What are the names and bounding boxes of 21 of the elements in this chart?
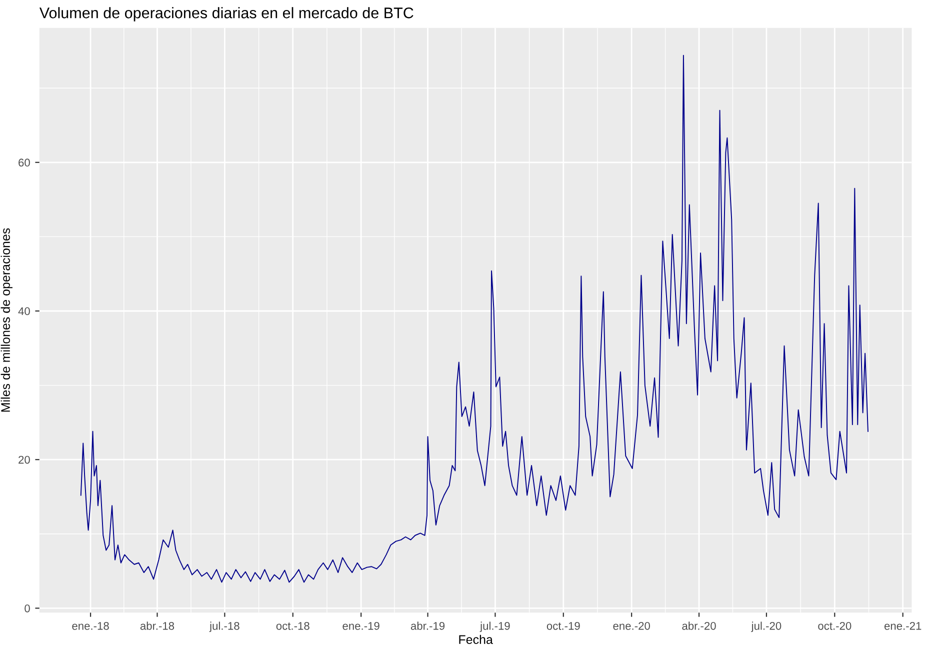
x-tick-label: ene.-18	[72, 622, 109, 630]
y-tick-label: 0	[24, 604, 30, 612]
y-axis-title: Miles de millones de operaciones	[0, 228, 12, 412]
y-tick-label: 40	[18, 307, 30, 316]
x-tick-label: abr.-18	[140, 622, 174, 630]
y-tick-label: 20	[18, 456, 30, 464]
x-tick-label: ene.-19	[342, 622, 380, 630]
x-tick-label: abr.-20	[682, 622, 716, 630]
x-tick-label: ene.-20	[613, 622, 650, 630]
chart-title: Volumen de operaciones diarias en el mercado de BTC	[39, 7, 414, 22]
x-tick-label: ene.-21	[884, 622, 922, 630]
x-tick-label: jul.-20	[751, 622, 782, 632]
x-tick-label: oct.-19	[546, 622, 580, 630]
x-tick-label: jul.-19	[480, 622, 510, 632]
x-tick-label: oct.-20	[818, 622, 852, 630]
x-tick-label: jul.-18	[209, 622, 240, 632]
x-axis-title: Fecha	[459, 634, 493, 644]
line-series	[80, 54, 868, 583]
x-tick-label: abr.-19	[410, 622, 445, 630]
y-tick-label: 60	[18, 158, 30, 167]
x-tick-label: oct.-18	[276, 622, 310, 630]
